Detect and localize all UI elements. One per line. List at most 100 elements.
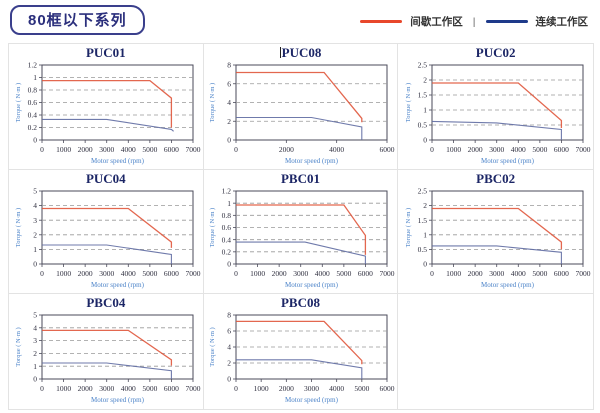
x-tick-label: 0 (235, 269, 239, 278)
plot-border (431, 64, 584, 141)
y-axis-label: Torque ( N·m ) (15, 83, 22, 122)
x-tick-label: 3000 (489, 145, 504, 154)
continuous-curve (236, 241, 367, 264)
y-tick-label: 0 (228, 375, 232, 384)
y-axis-ticks: 0 2 4 6 8 (228, 311, 237, 384)
chart-cell-pbc02: PBC02 0 1000 2000 3000 4000 5000 6000 7000 0 0.5 1 1… (398, 170, 593, 294)
x-axis-label: Motor speed (rpm) (481, 157, 535, 165)
y-tick-label: 6 (228, 79, 232, 88)
y-tick-label: 0 (33, 260, 37, 269)
y-tick-label: 1.2 (27, 61, 37, 70)
x-tick-label: 0 (235, 384, 239, 393)
y-axis-label: Torque ( N·m ) (209, 327, 216, 366)
intermittent-curve (236, 71, 363, 123)
y-tick-label: 0.5 (417, 245, 427, 254)
y-tick-label: 2 (33, 349, 37, 358)
x-tick-label: 4000 (121, 145, 136, 154)
y-axis-label: Torque ( N·m ) (405, 83, 412, 122)
x-tick-label: 2000 (467, 269, 482, 278)
x-axis-label: Motor speed (rpm) (286, 157, 340, 165)
x-tick-label: 3000 (99, 384, 114, 393)
chart-title-label: PUC08 (281, 45, 322, 60)
chart-plot-pbc08: 0 1000 2000 3000 4000 5000 6000 0 2 4 6 8 Motor spee… (209, 311, 395, 404)
y-tick-label: 1.2 (222, 187, 232, 196)
charts-grid: PUC01 0 1000 2000 3000 4000 5000 6000 7000 0 0.2 0.… (8, 43, 594, 410)
chart-title-label: PBC04 (86, 295, 126, 310)
x-tick-label: 2000 (77, 384, 92, 393)
intermittent-curve (236, 320, 363, 365)
chart-cell-puc02: PUC02 0 1000 2000 3000 4000 5000 6000 7000 0 0.5 1 1… (398, 44, 593, 170)
x-tick-label: 6000 (380, 145, 395, 154)
y-tick-label: 1.5 (417, 91, 427, 100)
chart-title-label: PUC02 (475, 45, 516, 60)
x-tick-label: 5000 (337, 269, 352, 278)
empty-cell (398, 294, 593, 409)
y-tick-label: 8 (228, 61, 232, 70)
y-tick-label: 1 (423, 230, 427, 239)
chart-title: PUC02 (398, 44, 593, 60)
chart-plot-puc08: 0 2000 4000 6000 0 2 4 6 8 Motor speed (rpm) Torqu… (209, 61, 395, 165)
x-tick-label: 4000 (121, 269, 136, 278)
plot-border (41, 314, 194, 380)
chart-title: PUC04 (9, 170, 203, 186)
plot-border (41, 190, 194, 265)
x-tick-label: 4000 (330, 145, 345, 154)
y-tick-label: 0.8 (222, 211, 232, 220)
series-title-box: 80框以下系列 (10, 5, 145, 35)
chart-plot-puc01: 0 1000 2000 3000 4000 5000 6000 700000.20.40.60… (15, 61, 201, 165)
continuous-curve (236, 116, 363, 140)
x-tick-label: 7000 (185, 145, 200, 154)
y-tick-label: 8 (228, 311, 232, 320)
x-tick-label: 3000 (294, 269, 309, 278)
x-tick-label: 0 (235, 145, 239, 154)
y-tick-label: 1 (33, 245, 37, 254)
plot-border (431, 190, 584, 265)
chart-cell-puc04: PUC04 0 1000 2000 3000 4000 5000 6000 7000 0 1 2 3 4 5… (9, 170, 204, 294)
x-tick-label: 7000 (575, 269, 590, 278)
x-tick-label: 7000 (185, 269, 200, 278)
y-tick-label: 2 (228, 117, 232, 126)
x-tick-label: 6000 (554, 145, 569, 154)
chart-title-label: PBC01 (280, 171, 320, 186)
continuous-line-swatch (485, 20, 528, 23)
chart-title: PBC01 (204, 170, 398, 186)
x-tick-label: 6000 (164, 145, 179, 154)
y-axis-ticks: 0 0.5 1 1.5 2 2.5 (417, 187, 432, 269)
x-axis-ticks: 0 1000 2000 3000 4000 5000 6000 7000 (430, 264, 590, 278)
continuous-curve (41, 362, 172, 379)
x-tick-label: 2000 (279, 384, 294, 393)
x-tick-label: 6000 (164, 269, 179, 278)
chart-cell-pbc08: PBC08 0 1000 2000 3000 4000 5000 6000 0 2 4 6 8 Motor… (204, 294, 399, 409)
x-tick-label: 2000 (77, 145, 92, 154)
x-tick-label: 0 (40, 384, 44, 393)
y-axis-ticks: 0 0.5 1 1.5 2 2.5 (417, 61, 432, 145)
y-axis-label: Torque ( N·m ) (15, 208, 22, 247)
y-tick-label: 2 (423, 76, 427, 85)
y-tick-label: 5 (33, 311, 37, 320)
x-axis-ticks: 0 1000 2000 3000 4000 5000 6000 7000 (40, 140, 201, 154)
x-tick-label: 7000 (380, 269, 395, 278)
chart-title: PBC08 (204, 294, 398, 310)
plot-border (235, 190, 388, 265)
y-tick-label: 0.4 (27, 111, 37, 120)
continuous-curve (236, 359, 363, 379)
x-tick-label: 4000 (510, 145, 525, 154)
x-axis-label: Motor speed (rpm) (91, 396, 145, 404)
y-axis-ticks: 0 1 2 3 4 5 (33, 311, 42, 384)
x-axis-label: Motor speed (rpm) (91, 281, 145, 289)
continuous-curve (41, 244, 172, 264)
y-tick-label: 0.2 (222, 247, 232, 256)
y-tick-label: 0.4 (222, 235, 232, 244)
y-tick-label: 0 (228, 136, 232, 145)
x-tick-label: 4000 (330, 384, 345, 393)
x-tick-label: 2000 (272, 269, 287, 278)
continuous-curve (41, 118, 174, 132)
x-tick-label: 5000 (355, 384, 370, 393)
intermittent-line-swatch (360, 20, 403, 23)
y-tick-label: 0 (423, 136, 427, 145)
chart-cell-puc01: PUC01 0 1000 2000 3000 4000 5000 6000 7000 0 0.2 0.… (9, 44, 204, 170)
intermittent-curve (431, 82, 562, 128)
x-tick-label: 5000 (532, 269, 547, 278)
intermittent-curve (41, 329, 172, 366)
x-tick-label: 2000 (77, 269, 92, 278)
